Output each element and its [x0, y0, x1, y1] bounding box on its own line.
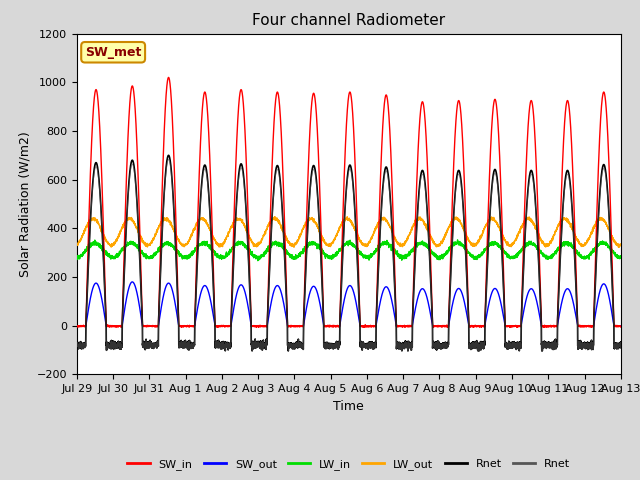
SW_out [129, 279, 136, 285]
Rnet [474, 348, 482, 354]
LW_in [471, 256, 479, 262]
SW_in [329, 323, 337, 329]
LW_in [616, 255, 624, 261]
Line: Rnet: Rnet [77, 156, 621, 351]
SW_in [73, 324, 81, 329]
Rnet [73, 342, 81, 348]
Line: SW_out: SW_out [77, 282, 621, 326]
SW_out [502, 323, 509, 329]
LW_out [73, 242, 81, 248]
Title: Four channel Radiometer: Four channel Radiometer [252, 13, 445, 28]
Line: SW_in: SW_in [77, 77, 621, 327]
Line: LW_in: LW_in [77, 240, 621, 261]
Rnet [164, 156, 172, 162]
Line: LW_out: LW_out [77, 217, 621, 247]
SW_out [441, 323, 449, 329]
LW_out [616, 243, 624, 249]
LW_in [329, 254, 337, 260]
SW_out [74, 324, 82, 329]
LW_out [471, 242, 479, 248]
LW_out [614, 244, 622, 250]
LW_in [617, 253, 625, 259]
LW_out [502, 239, 509, 245]
LW_in [502, 249, 509, 255]
SW_out [73, 323, 81, 329]
Rnet [617, 342, 625, 348]
Rnet [329, 341, 337, 347]
SW_in [617, 324, 625, 330]
Rnet [502, 340, 509, 346]
SW_in [164, 74, 172, 80]
SW_out [471, 323, 479, 329]
X-axis label: Time: Time [333, 400, 364, 413]
Rnet [441, 344, 449, 350]
SW_in [441, 323, 449, 329]
Rnet [171, 223, 179, 229]
Legend: SW_in, SW_out, LW_in, LW_out, Rnet, Rnet: SW_in, SW_out, LW_in, LW_out, Rnet, Rnet [123, 455, 575, 475]
Rnet [616, 341, 624, 347]
Rnet [171, 226, 179, 231]
Rnet [73, 341, 81, 347]
SW_in [471, 323, 479, 329]
Rnet [471, 343, 479, 348]
Rnet [616, 341, 624, 347]
Rnet [441, 345, 449, 350]
SW_in [540, 324, 548, 330]
Y-axis label: Solar Radiation (W/m2): Solar Radiation (W/m2) [18, 131, 31, 277]
LW_in [454, 237, 461, 243]
Line: Rnet: Rnet [77, 159, 621, 351]
Rnet [164, 153, 172, 158]
LW_in [254, 258, 262, 264]
SW_out [171, 299, 179, 304]
LW_out [344, 214, 351, 220]
LW_out [617, 241, 625, 247]
Text: SW_met: SW_met [85, 46, 141, 59]
SW_in [616, 324, 624, 329]
LW_out [441, 233, 449, 239]
SW_in [502, 323, 509, 329]
Rnet [471, 342, 479, 348]
LW_out [328, 240, 336, 245]
SW_out [617, 323, 625, 329]
Rnet [329, 341, 337, 347]
LW_in [73, 255, 81, 261]
Rnet [474, 348, 482, 354]
SW_in [171, 178, 179, 183]
Rnet [617, 342, 625, 348]
Rnet [502, 341, 509, 347]
LW_out [171, 228, 179, 234]
LW_in [171, 245, 179, 251]
LW_in [441, 251, 449, 257]
SW_out [329, 323, 337, 329]
SW_out [616, 323, 624, 329]
